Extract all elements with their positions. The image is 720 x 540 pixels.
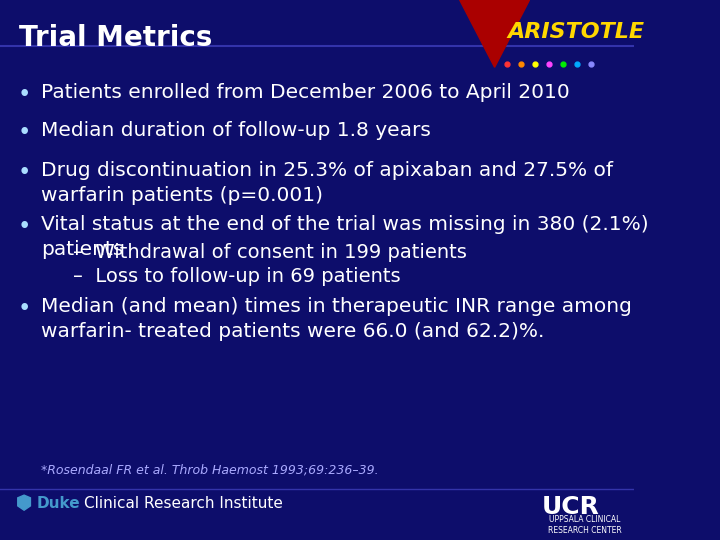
Text: Clinical Research Institute: Clinical Research Institute [84, 496, 282, 511]
Text: Drug discontinuation in 25.3% of apixaban and 27.5% of
warfarin patients (p=0.00: Drug discontinuation in 25.3% of apixaba… [41, 161, 613, 205]
Text: •: • [17, 83, 31, 106]
Text: –  Withdrawal of consent in 199 patients: – Withdrawal of consent in 199 patients [73, 243, 467, 262]
Text: UPPSALA CLINICAL
RESEARCH CENTER: UPPSALA CLINICAL RESEARCH CENTER [548, 515, 621, 535]
Text: UCR: UCR [541, 495, 600, 519]
Text: –  Loss to follow-up in 69 patients: – Loss to follow-up in 69 patients [73, 267, 400, 287]
Text: •: • [17, 121, 31, 144]
Text: Trial Metrics: Trial Metrics [19, 24, 212, 52]
Text: Vital status at the end of the trial was missing in 380 (2.1%)
patients: Vital status at the end of the trial was… [41, 215, 649, 259]
Polygon shape [18, 495, 30, 510]
Text: Duke: Duke [37, 496, 81, 511]
Text: •: • [17, 215, 31, 238]
Text: ARISTOTLE: ARISTOTLE [508, 22, 644, 42]
Text: *Rosendaal FR et al. Throb Haemost 1993;69:236–39.: *Rosendaal FR et al. Throb Haemost 1993;… [41, 464, 379, 477]
Text: •: • [17, 297, 31, 320]
Polygon shape [460, 0, 529, 68]
Text: Patients enrolled from December 2006 to April 2010: Patients enrolled from December 2006 to … [41, 83, 570, 103]
Text: Median duration of follow-up 1.8 years: Median duration of follow-up 1.8 years [41, 121, 431, 140]
Text: Median (and mean) times in therapeutic INR range among
warfarin- treated patient: Median (and mean) times in therapeutic I… [41, 297, 632, 341]
Text: •: • [17, 161, 31, 185]
